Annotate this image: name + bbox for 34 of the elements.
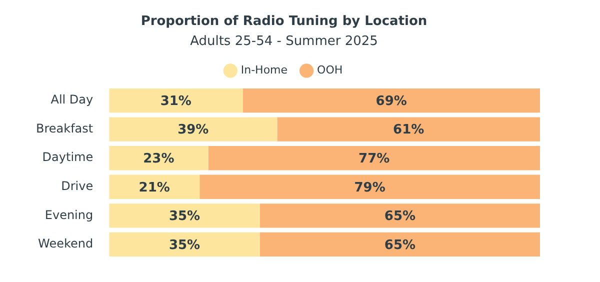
chart-title: Proportion of Radio Tuning by Location [140,14,428,30]
bar [109,204,260,228]
data-label: 21% [138,180,170,196]
y-tick-label: Breakfast [36,121,94,136]
data-label: 31% [160,94,192,109]
chart-subtitle: Adults 25-54 - Summer 2025 [190,34,378,49]
y-tick-label: Weekend [38,236,94,251]
data-label: 23% [143,151,174,166]
data-label: 39% [178,122,209,138]
bar [109,146,208,170]
bar [109,117,278,142]
bar [260,204,540,228]
data-label: 35% [168,209,200,224]
data-label: 61% [393,122,424,138]
bar [109,174,200,199]
data-label: 65% [384,209,416,224]
bar [200,174,540,199]
data-label: 79% [354,180,386,196]
bar [260,232,540,256]
y-tick-label: All Day [50,92,94,107]
data-label: 77% [358,151,390,166]
bar [109,88,243,113]
y-tick-label: Drive [61,179,94,194]
data-label: 35% [168,238,200,253]
bar [242,88,540,113]
y-tick-label: Evening [44,208,94,222]
bar [208,146,540,170]
y-tick-label: Daytime [42,150,94,164]
data-label: 65% [384,238,416,253]
legend-label: OOH [317,64,343,77]
bar [109,232,260,256]
bar [277,117,540,142]
legend-label: In-Home [240,64,288,77]
data-label: 69% [376,94,407,109]
